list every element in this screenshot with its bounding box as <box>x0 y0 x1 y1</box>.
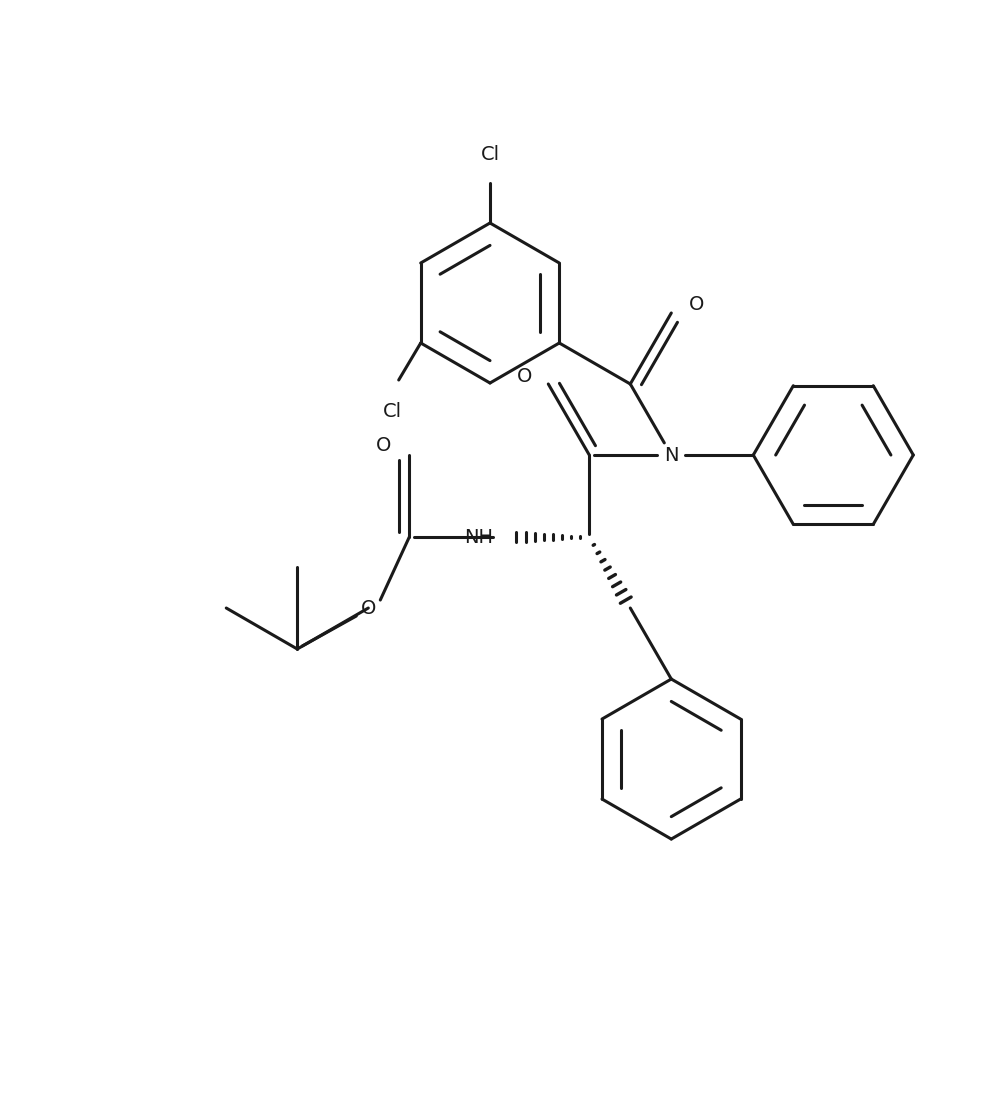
Text: O: O <box>517 366 533 385</box>
Text: O: O <box>689 295 705 315</box>
Text: N: N <box>664 445 679 464</box>
Text: O: O <box>361 599 376 618</box>
Text: NH: NH <box>464 528 493 546</box>
Text: Cl: Cl <box>480 145 500 164</box>
Text: Cl: Cl <box>383 402 403 421</box>
Text: O: O <box>376 435 392 454</box>
